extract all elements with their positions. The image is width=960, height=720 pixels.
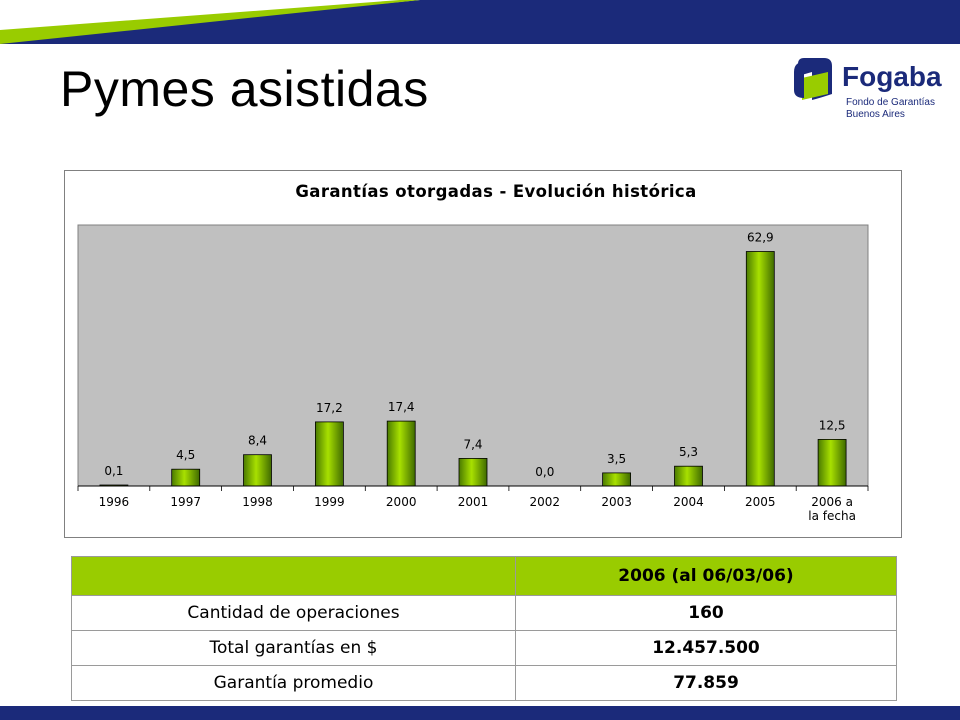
logo-line2: Buenos Aires (846, 109, 905, 120)
x-tick-label-3: 1999 (314, 495, 345, 509)
logo-name: Fogaba (842, 61, 942, 92)
x-tick-label-9: 2005 (745, 495, 776, 509)
bar-10 (817, 438, 847, 487)
bar-4 (386, 420, 416, 487)
row-label: Cantidad de operaciones (71, 595, 516, 631)
data-label-9: 62,9 (747, 231, 774, 245)
table-row: Cantidad de operaciones 160 (71, 595, 897, 631)
bar-7 (602, 472, 631, 487)
row-value: 77.859 (515, 665, 897, 701)
x-tick-label-4: 2000 (386, 495, 417, 509)
data-label-2: 8,4 (248, 434, 267, 448)
data-label-6: 0,0 (535, 465, 554, 479)
x-tick-label-2: 1998 (242, 495, 273, 509)
bars-layer (99, 251, 847, 487)
page-title: Pymes asistidas (60, 61, 429, 117)
data-label-8: 5,3 (679, 445, 698, 459)
data-label-0: 0,1 (104, 464, 123, 478)
bar-chart: Garantías otorgadas - Evolución históric… (64, 170, 902, 538)
fogaba-logo: Fogaba Fondo de Garantías Buenos Aires (794, 58, 942, 120)
logo-line1: Fondo de Garantías (846, 97, 935, 108)
data-label-3: 17,2 (316, 401, 343, 415)
logo-mark-icon (794, 58, 832, 100)
x-tick-label-1: 1997 (170, 495, 201, 509)
row-label: Garantía promedio (71, 665, 516, 701)
x-tick-label-10: 2006 a la fecha (808, 495, 856, 523)
x-tick-label-6: 2002 (530, 495, 561, 509)
bar-5 (458, 457, 488, 487)
row-value: 160 (515, 595, 897, 631)
table-row: Garantía promedio 77.859 (71, 665, 897, 701)
table-header-period: 2006 (al 06/03/06) (515, 556, 897, 596)
data-label-4: 17,4 (388, 400, 415, 414)
row-value: 12.457.500 (515, 630, 897, 666)
table-header-blank (71, 556, 516, 596)
data-label-10: 12,5 (819, 418, 846, 432)
table-row: Total garantías en $ 12.457.500 (71, 630, 897, 666)
bottom-banner (0, 706, 960, 720)
summary-table: 2006 (al 06/03/06) Cantidad de operacion… (71, 556, 897, 701)
x-tick-label-8: 2004 (673, 495, 704, 509)
x-tick-label-7: 2003 (601, 495, 632, 509)
bar-3 (314, 421, 344, 487)
bar-1 (171, 468, 201, 487)
row-label: Total garantías en $ (71, 630, 516, 666)
x-tick-label-0: 1996 (99, 495, 130, 509)
plot-area (77, 224, 869, 487)
data-label-5: 7,4 (463, 437, 482, 451)
chart-title: Garantías otorgadas - Evolución históric… (295, 182, 696, 201)
bar-9 (745, 251, 775, 487)
top-banner (0, 0, 960, 44)
data-labels-layer: 0,1 4,5 8,4 17,2 17,4 7,4 0,0 3,5 5,3 62,9 12,5 (104, 231, 845, 480)
data-label-1: 4,5 (176, 448, 195, 462)
x-tick-labels-layer: 1996 1997 1998 1999 2000 2001 2002 2003 2004 2005… (77, 485, 869, 523)
bar-2 (243, 454, 272, 487)
table-header-row: 2006 (al 06/03/06) (71, 556, 897, 596)
data-label-7: 3,5 (607, 452, 626, 466)
bar-8 (674, 465, 703, 487)
x-tick-label-5: 2001 (458, 495, 489, 509)
